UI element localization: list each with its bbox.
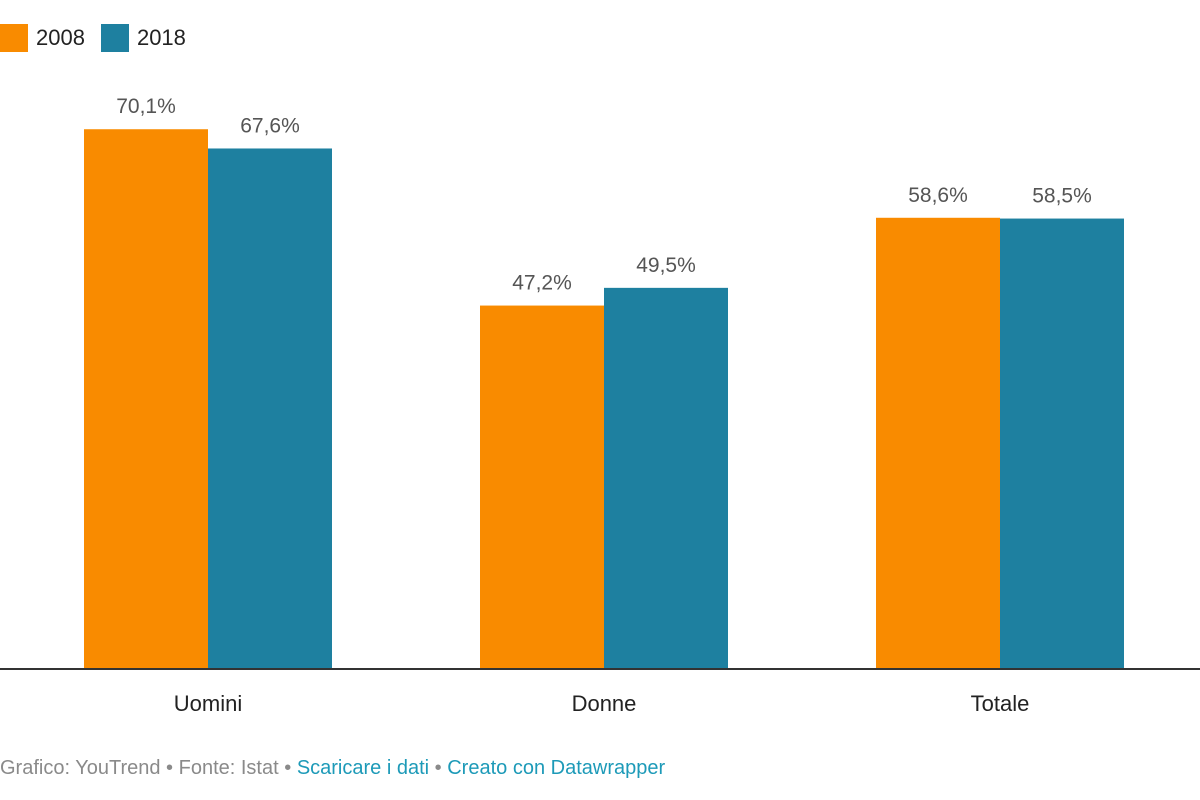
bar-uomini-2008 bbox=[84, 129, 208, 670]
bar-totale-2008 bbox=[876, 217, 1000, 669]
legend-label-2018: 2018 bbox=[136, 25, 186, 50]
x-tick-label-totale: Totale bbox=[971, 691, 1030, 716]
footer-separator: • bbox=[434, 757, 442, 779]
footer-source: Fonte: Istat bbox=[178, 757, 279, 779]
datawrapper-link[interactable]: Creato con Datawrapper bbox=[447, 757, 666, 779]
bar-donne-2008 bbox=[480, 305, 604, 669]
legend: 2008 2018 bbox=[0, 24, 202, 52]
data-label-totale-2018: 58,5% bbox=[1032, 185, 1092, 208]
footer-credit: Grafico: YouTrend bbox=[0, 757, 161, 779]
footer-separator: • bbox=[284, 757, 292, 779]
legend-label-2008: 2008 bbox=[36, 25, 85, 50]
data-label-donne-2008: 47,2% bbox=[512, 272, 572, 295]
x-tick-label-uomini: Uomini bbox=[174, 691, 242, 716]
data-label-uomini-2008: 70,1% bbox=[116, 95, 176, 118]
data-label-uomini-2018: 67,6% bbox=[240, 114, 300, 137]
data-label-donne-2018: 49,5% bbox=[636, 254, 696, 277]
x-tick-label-donne: Donne bbox=[572, 691, 637, 716]
legend-item-2008: 2008 bbox=[0, 24, 85, 52]
bar-totale-2018 bbox=[1000, 218, 1124, 670]
bar-uomini-2018 bbox=[208, 148, 332, 670]
legend-swatch-2018 bbox=[100, 24, 129, 52]
legend-item-2018: 2018 bbox=[100, 24, 186, 52]
legend-swatch-2008 bbox=[0, 24, 28, 52]
footer-separator: • bbox=[166, 757, 174, 779]
plot-area: 70,1% 67,6% Uomini 47,2% 49,5% Donne 58,6% 58,5… bbox=[0, 95, 1200, 716]
footer: Grafico: YouTrend • Fonte: Istat • Scari… bbox=[0, 757, 665, 780]
bar-donne-2018 bbox=[604, 287, 728, 669]
data-label-totale-2008: 58,6% bbox=[908, 184, 968, 207]
download-data-link[interactable]: Scaricare i dati bbox=[296, 757, 430, 779]
